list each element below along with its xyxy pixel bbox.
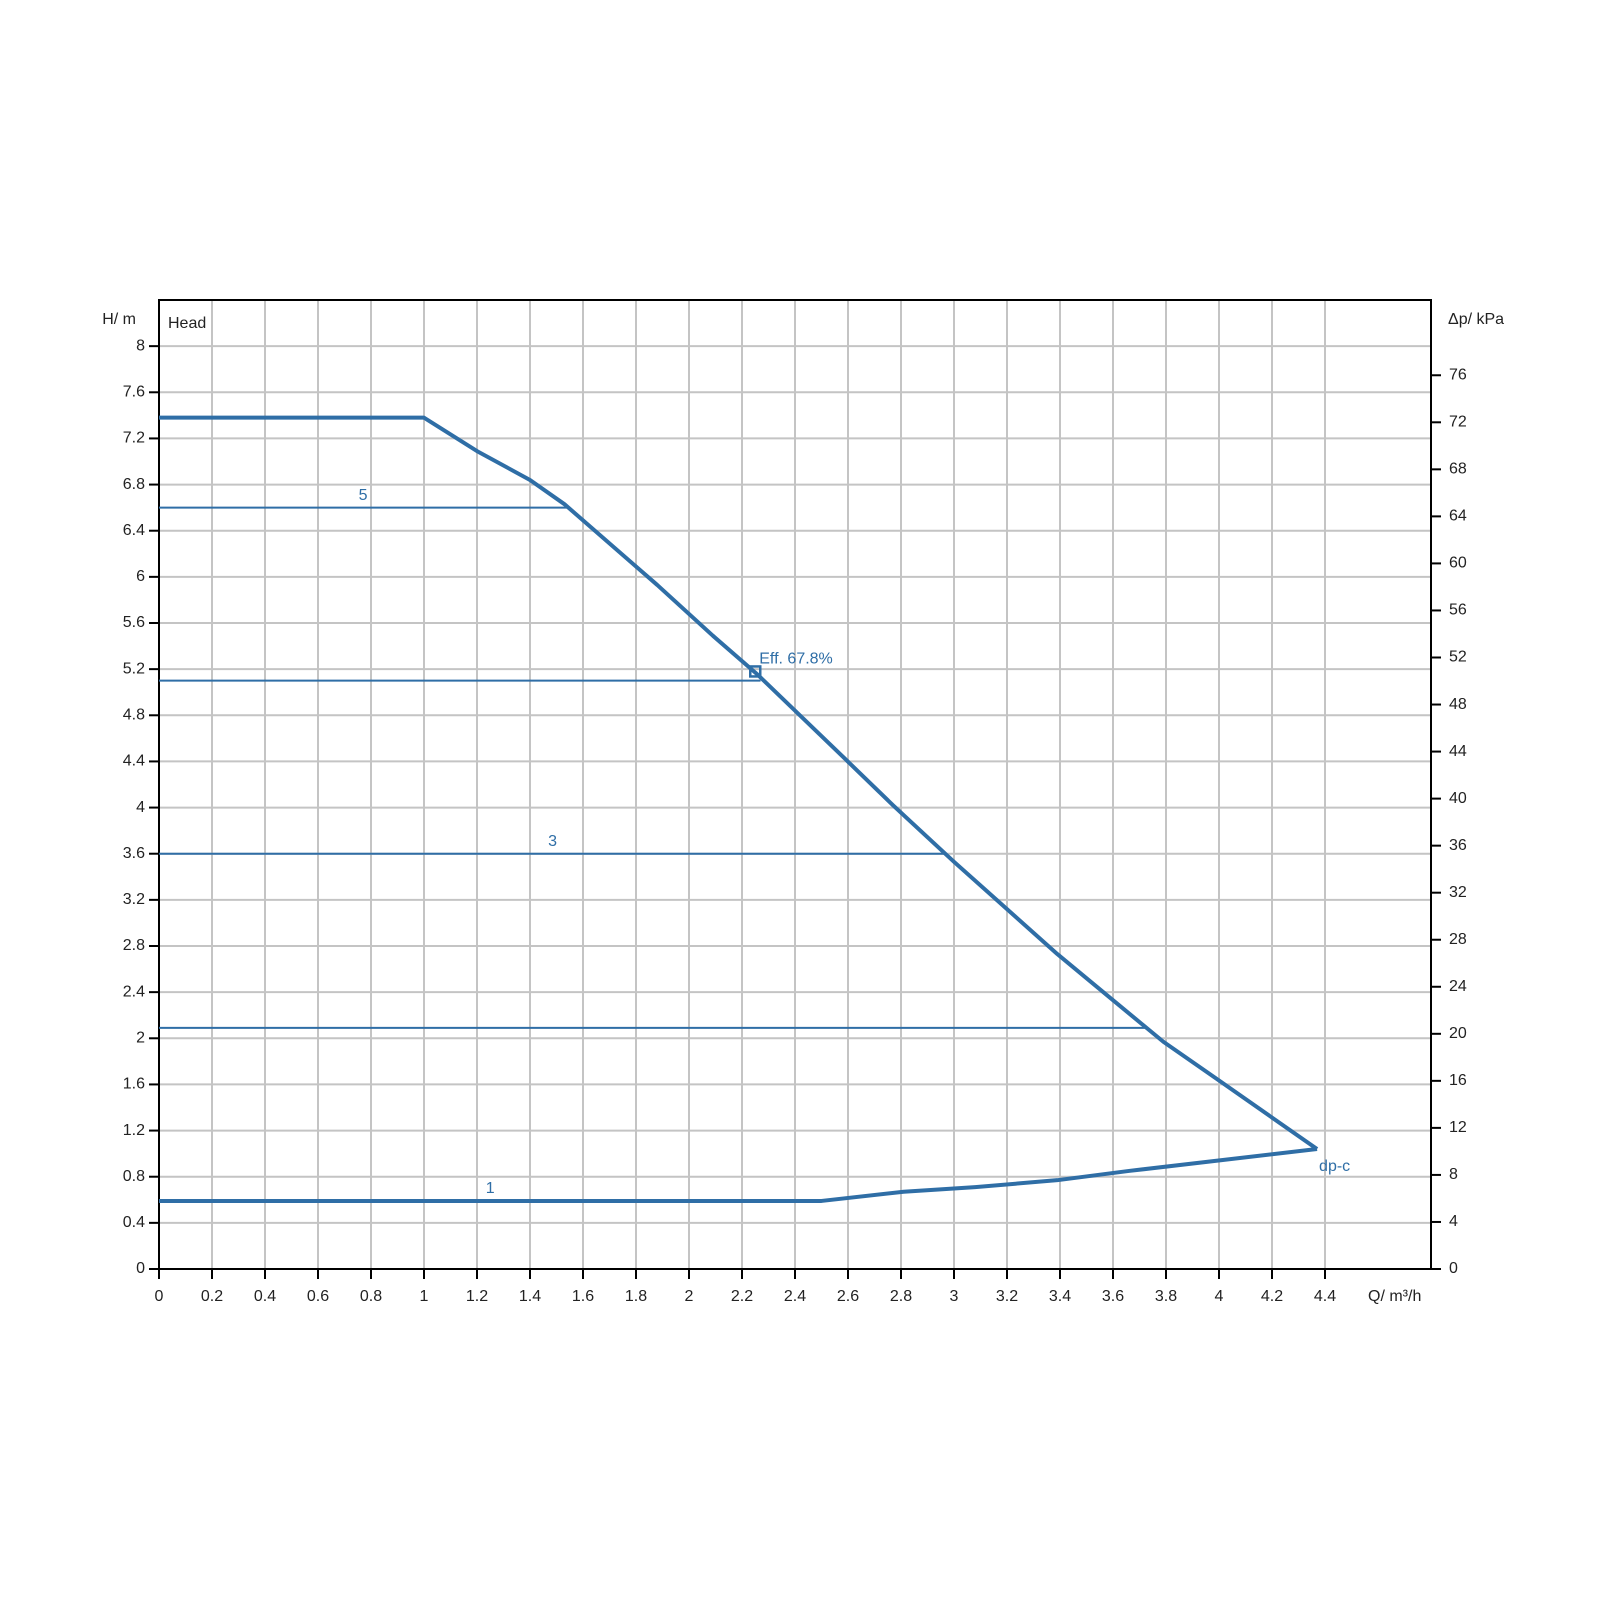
y2-tick-label: 12 — [1449, 1119, 1467, 1136]
curve — [159, 415, 1319, 1151]
y2-axis-label: Δp/ kPa — [1448, 311, 1504, 328]
y2-tick-label: 64 — [1449, 508, 1467, 525]
x-tick-label: 4.4 — [1314, 1288, 1336, 1305]
x-tick-label: 2 — [685, 1288, 694, 1305]
series-label: 3 — [548, 833, 557, 850]
y-tick-label: 7.6 — [123, 384, 145, 401]
y2-tick-label: 4 — [1449, 1213, 1458, 1230]
x-tick-label: 1.4 — [519, 1288, 541, 1305]
x-tick-label: 0.6 — [307, 1288, 329, 1305]
y2-tick-label: 16 — [1449, 1072, 1467, 1089]
y-tick-label: 7.2 — [123, 430, 145, 447]
y-tick-label: 2.4 — [123, 983, 145, 1000]
curve — [159, 1147, 1318, 1203]
y2-tick-label: 48 — [1449, 696, 1467, 713]
x-tick-label: 3.6 — [1102, 1288, 1124, 1305]
x-tick-label: 4 — [1215, 1288, 1224, 1305]
y-axis-label: H/ m — [102, 311, 136, 328]
x-tick-label: 3.8 — [1155, 1288, 1177, 1305]
x-tick-label: 1.2 — [466, 1288, 488, 1305]
x-tick-label: 2.2 — [731, 1288, 753, 1305]
inner-label: Head — [168, 315, 206, 332]
y2-tick-label: 40 — [1449, 790, 1467, 807]
x-tick-label: 0.4 — [254, 1288, 276, 1305]
x-tick-label: 1 — [420, 1288, 429, 1305]
series-label: dp-c — [1319, 1158, 1350, 1175]
y2-tick-label: 20 — [1449, 1025, 1467, 1042]
y-tick-label: 6.8 — [123, 476, 145, 493]
y2-tick-label: 52 — [1449, 649, 1467, 666]
x-tick-label: 2.6 — [837, 1288, 859, 1305]
y2-tick-label: 8 — [1449, 1166, 1458, 1183]
y2-tick-label: 44 — [1449, 743, 1467, 760]
x-tick-label: 1.8 — [625, 1288, 647, 1305]
plot-frame — [158, 299, 1432, 1270]
y2-tick-label: 56 — [1449, 602, 1467, 619]
y2-tick-label: 68 — [1449, 461, 1467, 478]
x-tick-label: 3.2 — [996, 1288, 1018, 1305]
y-tick-label: 6 — [136, 568, 145, 585]
y-tick-label: 3.2 — [123, 891, 145, 908]
y-tick-label: 1.6 — [123, 1076, 145, 1093]
y2-tick-label: 36 — [1449, 837, 1467, 854]
y-tick-label: 6.4 — [123, 522, 145, 539]
y-tick-label: 5.6 — [123, 614, 145, 631]
y-tick-label: 2.8 — [123, 937, 145, 954]
y2-tick-label: 28 — [1449, 931, 1467, 948]
y2-tick-label: 60 — [1449, 555, 1467, 572]
x-tick-label: 2.8 — [890, 1288, 912, 1305]
x-tick-label: 0.8 — [360, 1288, 382, 1305]
y2-tick-label: 32 — [1449, 884, 1467, 901]
x-tick-label: 2.4 — [784, 1288, 806, 1305]
y-tick-label: 0.8 — [123, 1168, 145, 1185]
x-tick-label: 4.2 — [1261, 1288, 1283, 1305]
y2-tick-label: 76 — [1449, 366, 1467, 383]
x-axis-label: Q/ m³/h — [1368, 1288, 1421, 1305]
efficiency-marker — [749, 665, 762, 678]
y2-tick-label: 72 — [1449, 414, 1467, 431]
y2-tick-label: 24 — [1449, 978, 1467, 995]
y-tick-label: 0 — [136, 1260, 145, 1277]
y-tick-label: 5.2 — [123, 660, 145, 677]
x-tick-label: 3.4 — [1049, 1288, 1071, 1305]
y-tick-label: 1.2 — [123, 1122, 145, 1139]
annotation: Eff. 67.8% — [759, 651, 833, 668]
y-tick-label: 4.4 — [123, 753, 145, 770]
x-tick-label: 3 — [950, 1288, 959, 1305]
x-tick-label: 1.6 — [572, 1288, 594, 1305]
x-tick-label: 0 — [155, 1288, 164, 1305]
series-label: 5 — [359, 487, 368, 504]
x-tick-label: 0.2 — [201, 1288, 223, 1305]
y2-tick-label: 0 — [1449, 1260, 1458, 1277]
series-label: 1 — [486, 1180, 495, 1197]
y-tick-label: 0.4 — [123, 1214, 145, 1231]
y-tick-label: 4.8 — [123, 707, 145, 724]
y-tick-label: 8 — [136, 337, 145, 354]
y-tick-label: 4 — [136, 799, 145, 816]
y-tick-label: 3.6 — [123, 845, 145, 862]
y-tick-label: 2 — [136, 1030, 145, 1047]
